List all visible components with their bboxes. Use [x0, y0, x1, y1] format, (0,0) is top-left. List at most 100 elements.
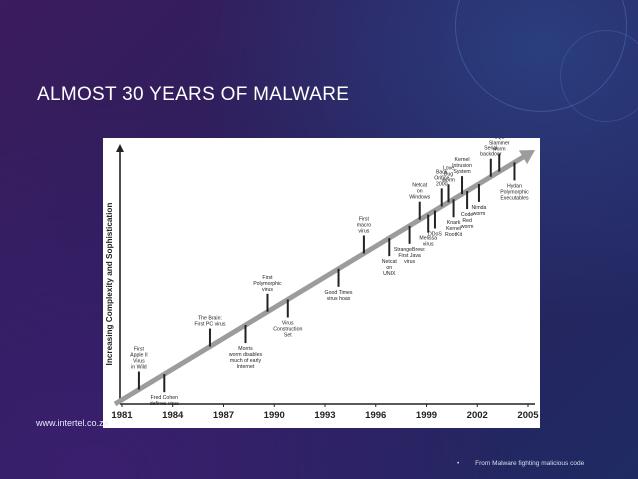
event-label-line: First [359, 216, 370, 222]
x-tick-label: 1996 [365, 410, 386, 421]
timeline-event: First macro virus [357, 216, 372, 254]
event-label-line: Red [462, 218, 472, 224]
event-label: Knark Kernel RootKit [445, 220, 463, 238]
event-label-line: virus [423, 242, 434, 248]
event-label-line: First Java [398, 253, 421, 259]
event-label-line: First [134, 347, 145, 353]
x-tick-label: 1990 [264, 410, 285, 421]
event-label: Love Bug worm [442, 165, 455, 183]
decorative-ring-small [560, 30, 638, 122]
event-label: StrangeBrew: First Java virus [394, 247, 425, 265]
slide-title: ALMOST 30 YEARS OF MALWARE [37, 84, 350, 105]
timeline-event: Virus Construction Set [273, 299, 302, 339]
event-label: Nimda worm [471, 205, 486, 217]
timeline-event: DDoS [428, 210, 442, 238]
event-label-line: macro [357, 222, 372, 228]
event-label: Netcat on UNIX [382, 259, 398, 277]
timeline-event: Melissa virus [419, 214, 437, 248]
event-label-line: Intrusion [452, 163, 472, 169]
event-label-line: Virus [282, 321, 294, 327]
trend-arrow-head [518, 150, 535, 165]
event-label-line: Windows [409, 195, 430, 201]
timeline-event: The Brain: First PC virus [194, 316, 226, 347]
timeline-event: SQLSlammerworm [489, 138, 510, 172]
timeline-event: Hydan Polymorphic Executables [500, 162, 529, 201]
timeline-event: Good Times virus hoax [325, 268, 353, 302]
event-label-line: virus [358, 228, 369, 234]
event-label-line: Morris [238, 346, 253, 352]
event-label-line: much of early [230, 358, 262, 364]
timeline-event: Netcat on Windows [409, 183, 431, 220]
event-label-line: Love [443, 165, 454, 171]
event-label-line: Kernel [455, 157, 470, 163]
y-axis-arrowhead [116, 144, 124, 152]
event-label-line: worm [473, 211, 486, 217]
footnote: • From Malware fighting malicious code [457, 460, 584, 467]
event-label-line: RootKit [445, 232, 463, 238]
event-label: Code Red worm [461, 212, 474, 230]
event-label-line: virus hoax [327, 296, 351, 302]
event-label-line: DDoS [428, 232, 442, 238]
event-label-line: Polymorphic [500, 189, 529, 195]
malware-timeline-figure: Increasing Complexity and Sophistication… [103, 138, 540, 428]
event-label-line: Nimda [471, 205, 486, 211]
event-label: First macro virus [357, 216, 372, 234]
event-label-line: Netcat [412, 183, 428, 189]
event-label-line: Internet [237, 364, 255, 370]
event-label: Serial backdoor [480, 146, 502, 158]
x-tick-label: 1993 [314, 410, 335, 421]
event-label-line: Serial [484, 146, 497, 152]
website-url: www.intertel.co.za [36, 418, 109, 428]
timeline-event: First Apple II Virus in Wild [130, 347, 148, 390]
event-label: SQLSlammerworm [489, 138, 510, 153]
event-label-line: on [386, 265, 392, 271]
event-label-line: First [262, 275, 273, 281]
event-label-line: System [453, 169, 470, 175]
trend-arrow-shaft [113, 153, 527, 407]
event-label-line: virus [404, 259, 415, 265]
event-label-line: Bug [444, 171, 453, 177]
event-label: Hydan Polymorphic Executables [500, 183, 529, 201]
footnote-text: From Malware fighting malicious code [475, 460, 585, 467]
event-label-line: Back [436, 169, 448, 175]
event-label: The Brain: First PC virus [194, 316, 226, 328]
x-tick-label: 2002 [467, 410, 488, 421]
event-label-line: Construction [273, 327, 302, 333]
event-label: Good Times virus hoax [325, 290, 353, 302]
timeline-event: StrangeBrew: First Java virus [394, 225, 425, 265]
event-label-line: StrangeBrew: [394, 247, 425, 253]
event-label-line: Virus [133, 359, 145, 365]
event-label: Netcat on Windows [409, 183, 430, 201]
timeline-event: Morris worm disables much of early Internet [229, 325, 262, 370]
event-label-line: Code [461, 212, 474, 218]
timeline-event: Back Orifice 2000 [434, 169, 449, 207]
event-label-line: Set [284, 333, 292, 339]
y-axis-label: Increasing Complexity and Sophistication [105, 203, 114, 366]
event-label-line: backdoor [480, 152, 502, 158]
event-label-line: worm [461, 224, 474, 230]
event-label-line: Fred Cohen [151, 395, 179, 401]
event-label-line: Good Times [325, 290, 353, 296]
event-label-line: First PC virus [194, 322, 226, 328]
event-label-line: Apple II [130, 353, 148, 359]
event-label-line: Executables [500, 195, 529, 201]
event-label: Fred Cohen defines virus [150, 395, 180, 407]
event-label-line: Knark [447, 220, 461, 226]
event-label: Kernel Intrusion System [452, 157, 472, 175]
event-label-line: 2000 [436, 181, 448, 187]
event-label-line: Hydan [507, 183, 522, 189]
event-label-line: worm [442, 177, 455, 183]
event-label-line: The Brain: [198, 316, 222, 322]
timeline-event: Kernel Intrusion System [452, 157, 472, 195]
x-tick-label: 1981 [111, 410, 133, 421]
timeline-event: Serial backdoor [480, 146, 502, 177]
timeline-event: Netcat on UNIX [382, 238, 398, 277]
event-label-line: UNIX [383, 271, 396, 277]
event-label-line: SQL [494, 138, 504, 141]
event-label: Melissa virus [419, 236, 437, 248]
event-label-line: Slammer [489, 141, 510, 147]
event-label: First Polymorphic virus [253, 275, 282, 293]
timeline-event: Love Bug worm [442, 165, 455, 203]
event-label: First Apple II Virus in Wild [130, 347, 148, 371]
timeline-event: Nimda worm [471, 183, 487, 217]
